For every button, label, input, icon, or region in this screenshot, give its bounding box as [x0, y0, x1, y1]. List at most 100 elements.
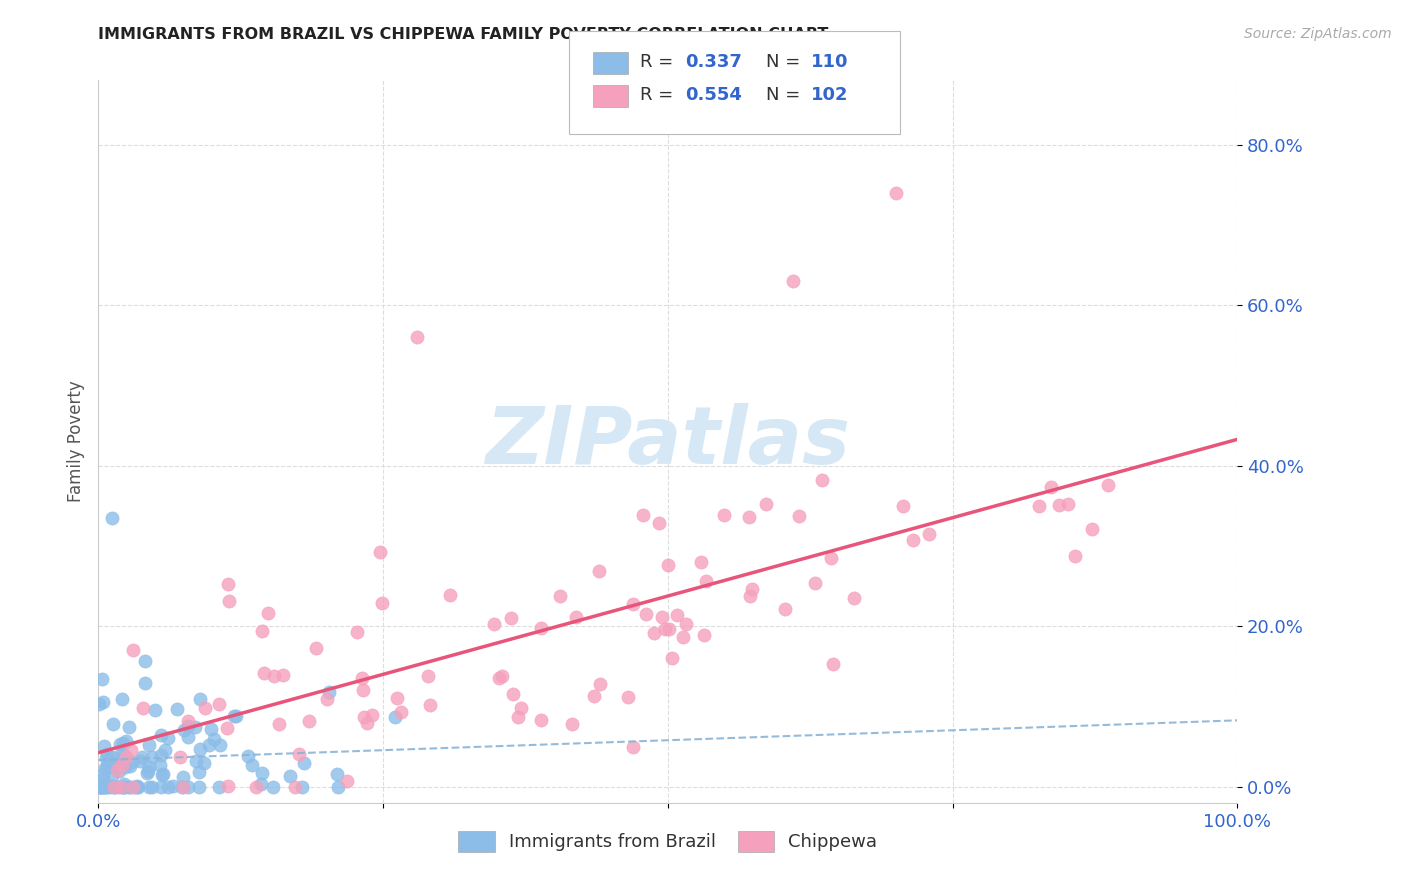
Point [502, 688, 524, 702]
Point [177, 719, 200, 733]
Point [96, 759, 118, 773]
Point [738, 509, 761, 524]
Point [90, 780, 112, 794]
Point [509, 700, 531, 714]
Point [96, 747, 118, 761]
Text: IMMIGRANTS FROM BRAZIL VS CHIPPEWA FAMILY POVERTY CORRELATION CHART: IMMIGRANTS FROM BRAZIL VS CHIPPEWA FAMIL… [98, 27, 828, 42]
Point [675, 617, 697, 632]
Point [589, 676, 612, 690]
Point [120, 780, 142, 794]
Text: ZIPatlas: ZIPatlas [485, 402, 851, 481]
Point [136, 764, 159, 778]
Point [488, 671, 510, 685]
Point [172, 770, 194, 784]
Point [108, 737, 131, 751]
Point [141, 780, 163, 794]
Point [121, 756, 143, 770]
Point [94, 762, 117, 776]
Point [811, 473, 834, 487]
Y-axis label: Family Poverty: Family Poverty [66, 381, 84, 502]
Point [152, 766, 174, 780]
Point [335, 774, 357, 789]
Point [292, 756, 315, 770]
Point [134, 654, 156, 668]
Point [103, 716, 125, 731]
Point [129, 754, 152, 768]
Point [250, 777, 273, 791]
Point [582, 689, 605, 703]
Point [169, 749, 191, 764]
Point [370, 544, 392, 558]
Point [90, 780, 112, 794]
Point [224, 709, 246, 723]
Point [172, 780, 194, 794]
Point [789, 508, 811, 523]
Point [1097, 478, 1119, 492]
Point [346, 625, 368, 640]
Point [141, 750, 163, 764]
Point [782, 274, 804, 288]
Point [200, 722, 222, 736]
Point [1047, 498, 1070, 512]
Point [149, 758, 172, 772]
Point [198, 739, 221, 753]
Point [112, 780, 135, 794]
Point [93, 780, 115, 794]
Point [114, 780, 136, 794]
Point [176, 714, 198, 728]
Point [91, 767, 114, 781]
Point [100, 757, 122, 772]
Point [91, 772, 114, 787]
Point [318, 685, 340, 699]
Point [176, 730, 198, 744]
Point [530, 713, 553, 727]
Point [188, 742, 211, 756]
Point [209, 739, 232, 753]
Point [884, 186, 907, 200]
Point [104, 758, 127, 772]
Point [530, 621, 553, 635]
Point [101, 750, 124, 764]
Point [101, 510, 124, 524]
Text: 102: 102 [811, 87, 849, 104]
Point [149, 747, 172, 762]
Point [352, 671, 374, 685]
Point [131, 750, 153, 764]
Point [93, 780, 115, 794]
Point [112, 735, 135, 749]
Point [713, 508, 735, 523]
Point [172, 780, 194, 794]
Point [439, 588, 461, 602]
Point [132, 701, 155, 715]
Point [173, 723, 195, 738]
Point [186, 754, 208, 768]
Point [565, 610, 588, 624]
Point [218, 594, 240, 608]
Point [87, 697, 110, 711]
Point [124, 780, 146, 794]
Point [89, 780, 111, 794]
Point [91, 695, 114, 709]
Point [188, 780, 211, 794]
Point [316, 692, 339, 706]
Point [267, 716, 290, 731]
Point [356, 716, 378, 731]
Point [166, 701, 188, 715]
Point [643, 626, 665, 640]
Point [548, 589, 571, 603]
Point [661, 650, 683, 665]
Point [149, 728, 172, 742]
Text: Source: ZipAtlas.com: Source: ZipAtlas.com [1244, 27, 1392, 41]
Point [125, 779, 148, 793]
Point [1057, 497, 1080, 511]
Point [217, 577, 239, 591]
Point [1028, 499, 1050, 513]
Point [103, 780, 125, 794]
Point [821, 657, 844, 672]
Point [1064, 549, 1087, 563]
Point [114, 750, 136, 764]
Point [217, 779, 239, 793]
Point [153, 743, 176, 757]
Point [245, 780, 267, 794]
Point [353, 709, 375, 723]
